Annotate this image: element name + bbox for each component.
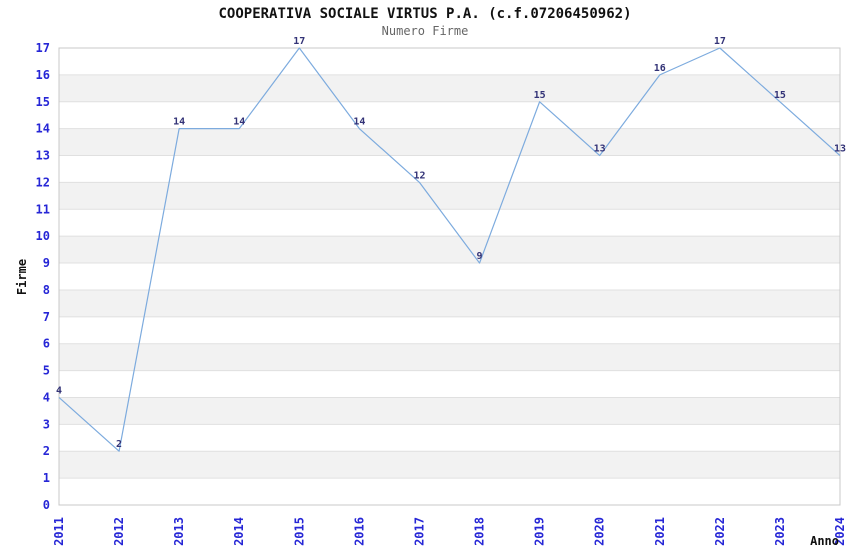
data-point-label: 12 (413, 170, 425, 181)
data-point-label: 14 (353, 117, 365, 128)
data-point-label: 14 (173, 117, 185, 128)
x-axis-title: Anno (810, 534, 839, 548)
data-point-label: 17 (293, 36, 305, 47)
x-tick-label: 2015 (292, 517, 306, 546)
y-tick-label: 8 (43, 283, 50, 297)
chart-subtitle: Numero Firme (381, 24, 469, 38)
data-point-label: 9 (477, 251, 483, 262)
y-tick-label: 15 (36, 95, 50, 109)
x-tick-label: 2023 (773, 517, 787, 546)
y-tick-label: 17 (36, 41, 50, 55)
plot-band (59, 236, 840, 264)
y-tick-label: 16 (36, 68, 50, 82)
data-point-label: 13 (594, 144, 606, 155)
x-tick-label: 2011 (52, 517, 66, 546)
x-tick-label: 2016 (352, 517, 366, 546)
plot-border (58, 47, 841, 506)
y-axis-title: Firme (15, 259, 29, 295)
y-tick-label: 9 (43, 256, 50, 270)
data-point-label: 15 (774, 90, 786, 101)
y-tick-label: 7 (43, 310, 50, 324)
y-tick-label: 0 (43, 498, 50, 512)
data-point-label: 15 (534, 90, 546, 101)
data-point-label: 13 (834, 144, 846, 155)
x-tick-label: 2021 (653, 517, 667, 546)
plot-band (59, 451, 840, 479)
y-tick-label: 6 (43, 337, 50, 351)
plot-band (59, 343, 840, 371)
y-tick-label: 13 (36, 149, 50, 163)
y-tick-label: 2 (43, 444, 50, 458)
x-tick-label: 2022 (713, 517, 727, 546)
data-point-label: 2 (116, 439, 122, 450)
y-tick-label: 4 (43, 390, 50, 404)
y-tick-label: 1 (43, 471, 50, 485)
plot-band (59, 128, 840, 156)
y-tick-label: 5 (43, 364, 50, 378)
chart-title: COOPERATIVA SOCIALE VIRTUS P.A. (c.f.072… (218, 6, 632, 22)
plot-band (59, 289, 840, 317)
y-tick-label: 11 (36, 202, 50, 216)
y-tick-label: 12 (36, 175, 50, 189)
x-tick-label: 2017 (412, 517, 426, 546)
plot-band (59, 182, 840, 210)
x-tick-label: 2024 (833, 517, 847, 546)
x-tick-label: 2018 (473, 517, 487, 546)
plot-band (59, 74, 840, 102)
y-tick-label: 10 (36, 229, 50, 243)
x-tick-label: 2012 (112, 517, 126, 546)
x-tick-label: 2020 (593, 517, 607, 546)
data-point-label: 17 (714, 36, 726, 47)
series-line (58, 47, 841, 452)
plot-band (59, 397, 840, 425)
x-tick-label: 2013 (172, 517, 186, 546)
data-point-label: 14 (233, 117, 245, 128)
x-tick-label: 2014 (232, 517, 246, 546)
y-tick-label: 14 (36, 122, 50, 136)
y-tick-label: 3 (43, 417, 50, 431)
data-point-label: 16 (654, 63, 666, 74)
data-point-label: 4 (56, 385, 62, 396)
x-tick-label: 2019 (533, 517, 547, 546)
